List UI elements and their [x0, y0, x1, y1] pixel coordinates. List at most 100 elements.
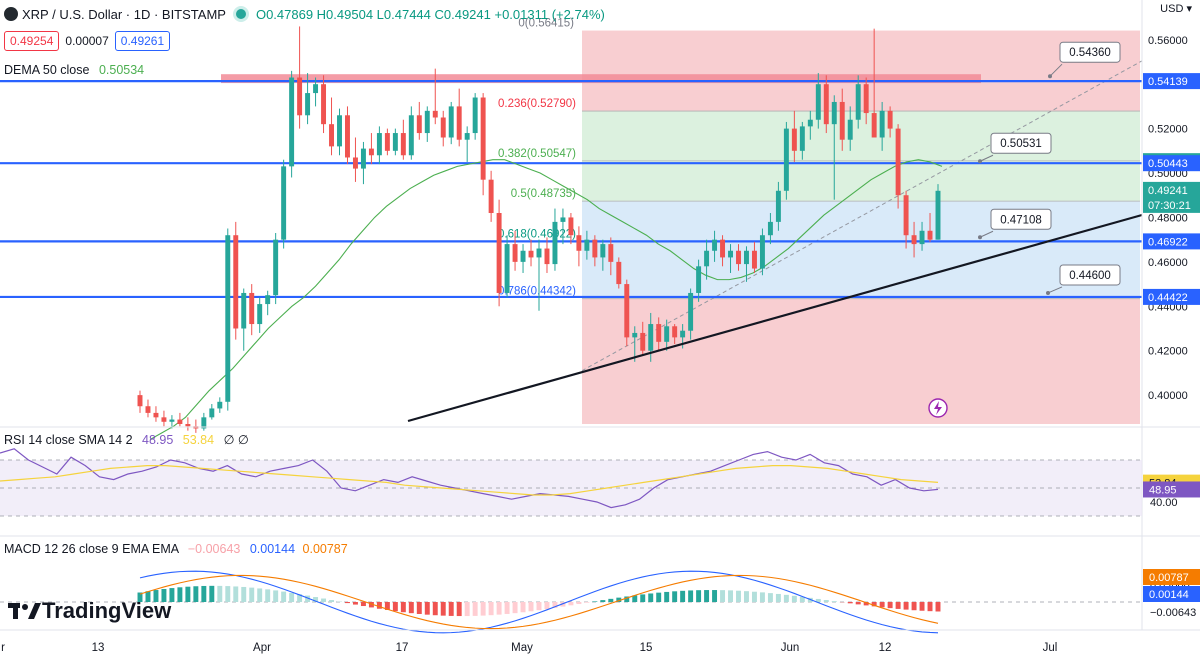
- macd-histogram-bar: [824, 600, 829, 602]
- macd-histogram-bar: [209, 586, 214, 602]
- candle-body: [138, 395, 143, 406]
- macd-histogram-bar: [361, 602, 366, 606]
- candle-body: [441, 118, 446, 138]
- buy-button[interactable]: 0.49261: [115, 31, 170, 51]
- currency-selector[interactable]: USD ▾: [1160, 2, 1192, 15]
- candle-body: [704, 251, 709, 267]
- macd-histogram-bar: [760, 592, 765, 602]
- tradingview-logo-icon: [8, 601, 42, 621]
- macd-histogram-bar: [393, 602, 398, 611]
- rsi-legend[interactable]: RSI 14 close SMA 14 2 48.95 53.84 ∅ ∅: [4, 432, 249, 447]
- candle-body: [497, 213, 502, 293]
- chevron-down-icon: ▾: [1186, 3, 1192, 15]
- macd-histogram-bar: [672, 591, 677, 602]
- macd-histogram-bar: [640, 594, 645, 602]
- macd-histogram-bar: [688, 590, 693, 602]
- annotation-point: [1046, 291, 1050, 295]
- time-tick-label: Jul: [1043, 642, 1058, 654]
- macd-histogram-bar: [856, 602, 861, 604]
- candle-body: [337, 115, 342, 146]
- macd-histogram-bar: [656, 593, 661, 602]
- candle-body: [920, 231, 925, 244]
- tradingview-logo[interactable]: TradingView: [8, 598, 171, 624]
- candle-body: [664, 326, 669, 342]
- macd-histogram-bar: [457, 602, 462, 616]
- macd-histogram-bar: [353, 602, 358, 605]
- price-axis-badge-label: 0.54139: [1148, 76, 1188, 88]
- macd-histogram-bar: [648, 593, 653, 602]
- macd-histogram-bar: [265, 589, 270, 602]
- candle-body: [521, 251, 526, 262]
- candle-body: [537, 249, 542, 258]
- fib-level-label: 0.236(0.52790): [498, 98, 576, 110]
- candle-body: [632, 333, 637, 337]
- price-tick-label: 0.46000: [1148, 257, 1188, 269]
- fib-level-label: 0.382(0.50547): [498, 148, 576, 160]
- candle-body: [353, 157, 358, 168]
- candle-body: [146, 406, 151, 413]
- time-tick-label: Apr: [253, 642, 271, 654]
- candle-body: [656, 324, 661, 342]
- macd-histogram-bar: [576, 602, 581, 604]
- fib-zone-bottom: [582, 299, 1140, 424]
- candle-body: [217, 402, 222, 409]
- candle-body: [736, 251, 741, 264]
- price-tick-label: 0.52000: [1148, 124, 1188, 136]
- macd-histogram-bar: [832, 601, 837, 602]
- candle-body: [185, 424, 190, 426]
- candle-body: [457, 106, 462, 139]
- candle-body: [896, 129, 901, 196]
- macd-histogram-bar: [792, 596, 797, 602]
- macd-legend[interactable]: MACD 12 26 close 9 EMA EMA −0.00643 0.00…: [4, 542, 348, 556]
- candle-body: [880, 111, 885, 138]
- candle-body: [640, 333, 645, 351]
- candle-body: [489, 180, 494, 213]
- candle-body: [744, 251, 749, 264]
- candle-body: [481, 98, 486, 180]
- candle-body: [409, 115, 414, 155]
- rsi-value: 48.95: [142, 433, 173, 447]
- candle-body: [776, 191, 781, 222]
- candle-body: [832, 102, 837, 124]
- candle-body: [592, 240, 597, 258]
- candle-body: [624, 284, 629, 337]
- macd-histogram-bar: [177, 587, 182, 602]
- market-status-icon[interactable]: [236, 9, 246, 19]
- macd-histogram-bar: [920, 602, 925, 611]
- candle-body: [289, 78, 294, 167]
- macd-histogram-bar: [888, 602, 893, 608]
- macd-histogram-bar: [233, 586, 238, 602]
- candle-body: [297, 78, 302, 116]
- macd-histogram-bar: [505, 602, 510, 614]
- candle-body: [848, 120, 853, 140]
- dema-legend[interactable]: DEMA 50 close 0.50534: [4, 63, 144, 77]
- candle-body: [616, 262, 621, 284]
- candle-body: [161, 417, 166, 421]
- macd-histogram-bar: [584, 602, 589, 603]
- candle-body: [792, 129, 797, 151]
- candle-body: [672, 326, 677, 337]
- macd-histogram-bar: [289, 593, 294, 602]
- candle-body: [321, 84, 326, 124]
- price-axis-badge-label: 07:30:21: [1148, 200, 1191, 212]
- macd-histogram-bar: [441, 602, 446, 616]
- macd-histogram-bar: [704, 590, 709, 602]
- sell-button[interactable]: 0.49254: [4, 31, 59, 51]
- macd-histogram-bar: [345, 602, 350, 603]
- candle-body: [576, 235, 581, 251]
- candle-body: [808, 120, 813, 127]
- macd-histogram-bar: [720, 590, 725, 602]
- macd-histogram-bar: [193, 586, 198, 602]
- candle-body: [856, 84, 861, 120]
- ohlc-values: O0.47869 H0.49504 L0.47444 C0.49241 +0.0…: [256, 7, 605, 22]
- price-axis-badge-label: 0.49241: [1148, 185, 1188, 197]
- candle-body: [433, 111, 438, 118]
- symbol-title[interactable]: XRP / U.S. Dollar · 1D · BITSTAMP: [22, 7, 226, 22]
- macd-histogram-bar: [409, 602, 414, 613]
- macd-hist-value: −0.00643: [188, 542, 240, 556]
- macd-histogram-bar: [473, 602, 478, 616]
- fib-zone-top: [582, 31, 1140, 112]
- macd-histogram-bar: [936, 602, 941, 611]
